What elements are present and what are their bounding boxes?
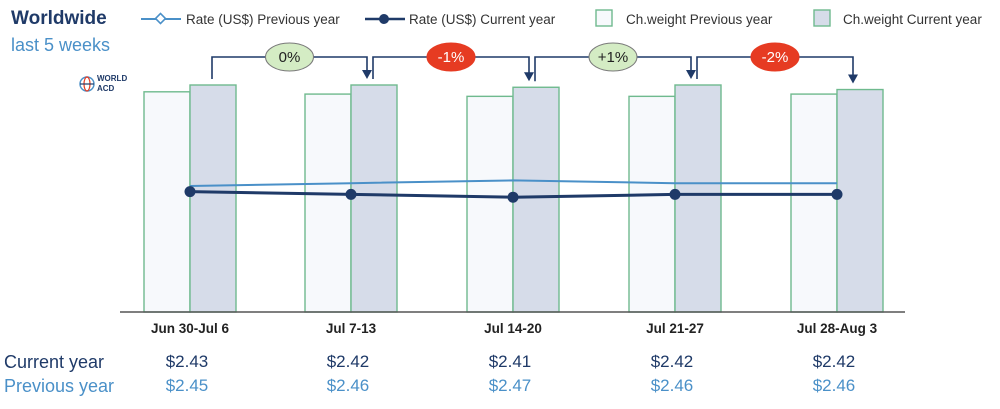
legend-item-weight-previous: Ch.weight Previous year — [595, 9, 773, 27]
chart-title: Worldwide — [11, 8, 107, 29]
bar-weight-current-1 — [350, 84, 398, 313]
bar-weight-current-4 — [836, 88, 884, 313]
week-change-connectors: 0% -1% +1% -2% — [211, 42, 858, 84]
x-tick-label-4: Jul 28-Aug 3 — [797, 321, 878, 336]
bar-weight-previous-1 — [304, 93, 352, 313]
diamond-marker-icon — [154, 12, 167, 25]
bar-weight-current-0 — [189, 84, 237, 313]
change-badge-3 — [750, 42, 800, 72]
point-rate-current-3 — [669, 188, 681, 200]
point-rate-current-1 — [345, 188, 357, 200]
circle-marker-icon — [379, 14, 389, 24]
value-previous-0: $2.45 — [166, 376, 209, 395]
value-current-2: $2.41 — [489, 352, 532, 371]
world-acd-logo: WORLD ACD — [79, 74, 127, 93]
change-badge-0 — [265, 42, 314, 72]
rate-value-rows: $2.43 $2.42 $2.41 $2.42 $2.42 $2.45 $2.46 $2.47… — [166, 352, 856, 395]
legend: Rate (US$) Previous year Rate (US$) Curr… — [141, 9, 982, 27]
point-rate-current-2 — [507, 191, 519, 203]
x-tick-label-0: Jun 30-Jul 6 — [151, 321, 230, 336]
arrow-down-icon — [686, 70, 696, 79]
legend-item-rate-previous: Rate (US$) Previous year — [141, 12, 340, 27]
change-badge-label-2: +1% — [598, 49, 628, 66]
legend-bar-previous-swatch — [595, 9, 613, 27]
value-previous-2: $2.47 — [489, 376, 532, 395]
row-label-current-year: Current year — [4, 352, 104, 372]
rate-line-group — [184, 179, 843, 203]
logo-text-line1: WORLD — [97, 74, 127, 83]
value-current-4: $2.42 — [813, 352, 856, 371]
value-previous-1: $2.46 — [327, 376, 370, 395]
logo-text-line2: ACD — [97, 84, 115, 93]
value-previous-4: $2.46 — [813, 376, 856, 395]
line-rate-previous — [189, 179, 837, 187]
x-tick-label-1: Jul 7-13 — [326, 321, 377, 336]
value-current-1: $2.42 — [327, 352, 370, 371]
legend-label-rate-previous: Rate (US$) Previous year — [186, 12, 340, 27]
bar-weight-previous-4 — [790, 93, 838, 313]
legend-item-rate-current: Rate (US$) Current year — [365, 12, 556, 27]
value-current-0: $2.43 — [166, 352, 209, 371]
bar-weight-previous-2 — [466, 95, 514, 313]
x-tick-label-3: Jul 21-27 — [646, 321, 704, 336]
arrow-down-icon — [848, 74, 858, 84]
bar-weight-current-2 — [512, 86, 560, 313]
change-badge-1 — [426, 42, 476, 72]
globe-icon — [79, 76, 95, 92]
point-rate-current-4 — [831, 188, 843, 200]
bar-weight-previous-0 — [143, 91, 191, 313]
row-label-previous-year: Previous year — [4, 376, 114, 396]
change-badge-2 — [588, 42, 638, 72]
change-badge-label-1: -1% — [438, 49, 465, 66]
x-axis-tick-labels: Jun 30-Jul 6 Jul 7-13 Jul 14-20 Jul 21-27 Ju… — [151, 321, 878, 336]
legend-label-rate-current: Rate (US$) Current year — [409, 12, 556, 27]
point-rate-current-0 — [184, 186, 196, 198]
change-badge-label-3: -2% — [762, 49, 789, 66]
chart-subtitle: last 5 weeks — [11, 35, 110, 55]
value-current-3: $2.42 — [651, 352, 694, 371]
bar-weight-current-3 — [674, 84, 722, 313]
legend-item-weight-current: Ch.weight Current year — [813, 9, 982, 27]
change-badge-label-0: 0% — [279, 49, 301, 66]
legend-label-weight-current: Ch.weight Current year — [843, 12, 982, 27]
x-tick-label-2: Jul 14-20 — [484, 321, 542, 336]
bar-weight-previous-3 — [628, 95, 676, 313]
value-previous-3: $2.46 — [651, 376, 694, 395]
legend-label-weight-previous: Ch.weight Previous year — [626, 12, 773, 27]
legend-bar-current-swatch — [813, 9, 831, 27]
arrow-down-icon — [362, 70, 372, 79]
arrow-down-icon — [524, 72, 534, 82]
